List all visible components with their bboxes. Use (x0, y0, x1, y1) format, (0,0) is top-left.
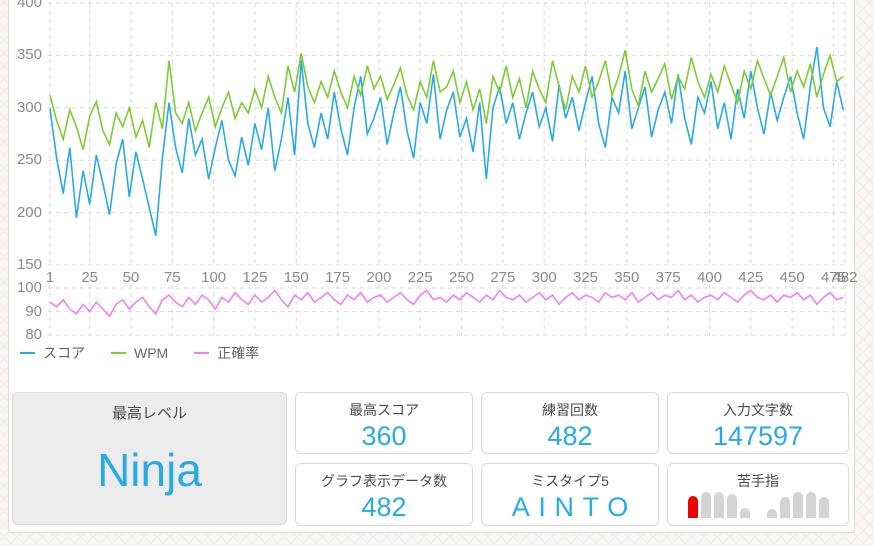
axis-tick-label: 200 (16, 203, 42, 221)
axis-tick-label: 75 (163, 269, 181, 286)
chart-legend: スコア WPM 正確率 (20, 343, 259, 363)
axis-tick-label: 150 (283, 269, 309, 286)
axis-tick-label: 1 (45, 269, 55, 286)
axis-tick-label: 375 (655, 269, 681, 286)
chart-canvas (48, 2, 848, 336)
highest-level-card: 最高レベル Ninja (12, 392, 287, 525)
axis-tick-label: 200 (366, 269, 392, 286)
axis-tick-label: 90 (25, 302, 42, 320)
weak-finger-card: 苦手指 (667, 463, 849, 526)
highest-score-card: 最高スコア 360 (295, 392, 473, 454)
graph-data-count-title: グラフ表示データ数 (321, 473, 447, 489)
axis-tick-label: 450 (779, 269, 805, 286)
legend-item-accuracy: 正確率 (194, 343, 259, 363)
finger-bar-left-1 (700, 492, 711, 518)
weak-finger-chart (668, 492, 848, 518)
finger-bar-right-3 (805, 492, 816, 518)
axis-tick-label: 300 (16, 98, 42, 116)
mistype-top5-card: ミスタイプ5 AINTO (481, 463, 659, 526)
axis-tick-label: 400 (696, 269, 722, 286)
finger-bar-left-2 (713, 492, 724, 518)
legend-item-score: スコア (20, 343, 85, 363)
finger-bar-left-4 (739, 508, 750, 518)
axis-tick-label: 400 (16, 0, 42, 11)
axis-tick-label: 475 (820, 269, 846, 286)
practice-count-title: 練習回数 (542, 402, 598, 418)
series-line-0 (49, 46, 845, 236)
axis-tick-label: 100 (16, 279, 42, 296)
axis-tick-label: 150 (16, 256, 42, 273)
axis-tick-label: 50 (122, 269, 140, 286)
wpm-line-swatch (111, 352, 126, 354)
legend-item-wpm: WPM (111, 345, 168, 361)
axis-tick-label: 250 (449, 269, 475, 286)
highest-score-title: 最高スコア (349, 402, 419, 418)
mistype-top5-title: ミスタイプ5 (531, 473, 609, 489)
practice-count-card: 練習回数 482 (481, 392, 659, 454)
highest-level-title: 最高レベル (111, 405, 187, 422)
mistype-top5-value: AINTO (511, 492, 637, 522)
finger-bar-right-1 (779, 497, 790, 518)
weak-finger-title: 苦手指 (737, 473, 779, 489)
axis-tick-label: 325 (572, 269, 599, 286)
legend-label-score: スコア (43, 345, 85, 361)
typed-chars-title: 入力文字数 (723, 402, 793, 418)
axis-tick-label: 482 (832, 269, 858, 286)
finger-bar-left-0 (687, 496, 698, 518)
axis-tick-label: 300 (531, 269, 557, 286)
typed-chars-value: 147597 (712, 421, 804, 451)
axis-tick-label: 425 (738, 269, 764, 286)
axis-tick-label: 350 (614, 269, 640, 286)
graph-data-count-value: 482 (361, 492, 407, 522)
axis-tick-label: 275 (490, 269, 516, 286)
legend-label-wpm: WPM (134, 345, 169, 361)
finger-bar-right-2 (792, 492, 803, 518)
graph-data-count-card: グラフ表示データ数 482 (295, 463, 473, 526)
axis-tick-label: 125 (242, 269, 268, 286)
axis-tick-label: 250 (16, 151, 42, 169)
typed-chars-card: 入力文字数 147597 (667, 392, 849, 454)
series-line-2 (49, 289, 844, 318)
axis-tick-label: 80 (25, 326, 42, 343)
axis-tick-label: 350 (16, 46, 42, 64)
axis-tick-label: 25 (81, 269, 98, 286)
series-line-1 (49, 50, 844, 150)
accuracy-line-swatch (194, 352, 210, 354)
highest-score-value: 360 (361, 421, 407, 451)
score-line-swatch (20, 352, 35, 354)
highest-level-value: Ninja (97, 444, 202, 496)
practice-count-value: 482 (547, 421, 593, 451)
finger-bar-right-4 (818, 497, 829, 518)
legend-label-accuracy: 正確率 (217, 345, 260, 361)
axis-tick-label: 100 (201, 269, 227, 286)
axis-tick-label: 225 (407, 269, 433, 286)
finger-bar-left-3 (726, 494, 737, 518)
axis-tick-label: 175 (325, 269, 351, 286)
finger-bar-right-0 (766, 509, 777, 518)
